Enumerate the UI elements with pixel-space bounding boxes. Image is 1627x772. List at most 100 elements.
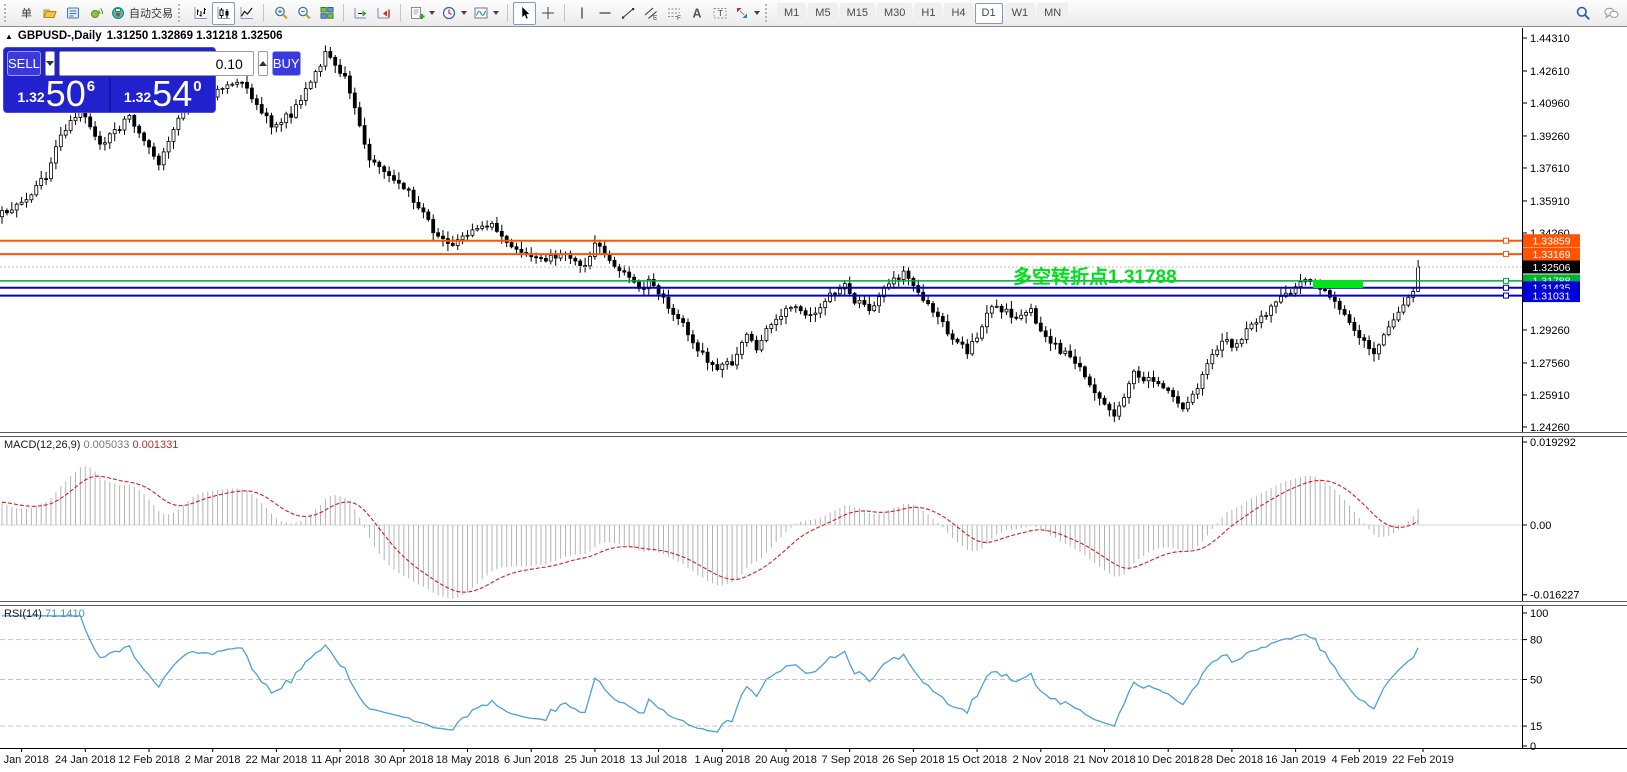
line-handle[interactable] (1503, 277, 1509, 284)
timeframe-h4-button[interactable]: H4 (944, 2, 973, 24)
svg-text:A: A (692, 7, 701, 21)
axis-price-box (1523, 234, 1580, 248)
new-order-button[interactable]: 单 (15, 2, 38, 25)
line-handle[interactable] (1503, 237, 1509, 244)
svg-text:25 Jun 2018: 25 Jun 2018 (565, 754, 626, 766)
rsi-pane[interactable] (0, 615, 1522, 733)
collapse-panel-icon[interactable]: ▲ (5, 31, 13, 41)
buy-price[interactable]: 1.32 54 0 (111, 73, 216, 115)
svg-text:28 Dec 2018: 28 Dec 2018 (1201, 754, 1263, 766)
svg-text:1.31031: 1.31031 (1533, 290, 1571, 302)
sell-button[interactable]: SELL (7, 51, 41, 76)
auto-trading-button[interactable]: 自动交易 (107, 2, 176, 25)
volume-down-button[interactable] (44, 51, 55, 76)
arrows-button[interactable] (731, 2, 763, 25)
fibonacci-button[interactable]: F (662, 2, 685, 25)
zoom-in-button[interactable] (269, 2, 292, 25)
macd-panel-splitter[interactable] (0, 432, 1627, 437)
arrows-icon (734, 5, 750, 21)
text-button[interactable]: A (685, 2, 708, 25)
fibo-icon: F (666, 5, 682, 21)
timeframe-h1-button[interactable]: H1 (914, 2, 943, 24)
signals-button[interactable] (84, 2, 107, 25)
svg-text:26 Sep 2018: 26 Sep 2018 (882, 754, 944, 766)
search-icon[interactable] (1575, 5, 1591, 21)
toolbar-grip[interactable] (178, 4, 185, 22)
toolbar-separator (263, 4, 264, 22)
line-handle[interactable] (1503, 251, 1509, 258)
symbol-period-label: GBPUSD-,Daily (17, 30, 102, 42)
price-pane[interactable]: 多空转折点1.31788 (0, 45, 1522, 423)
svg-text:1.33169: 1.33169 (1533, 249, 1571, 261)
periods-button[interactable] (438, 2, 470, 25)
volume-up-button[interactable] (257, 51, 268, 76)
svg-text:1.39260: 1.39260 (1530, 131, 1570, 143)
svg-text:2 Mar 2018: 2 Mar 2018 (185, 754, 241, 766)
line-handle[interactable] (1503, 292, 1509, 299)
text-label-button[interactable]: T (708, 2, 731, 25)
buy-button[interactable]: BUY (271, 51, 301, 76)
green-highlight-bar[interactable] (1313, 280, 1363, 288)
indicators-button[interactable] (406, 2, 438, 25)
axis-price-box (1523, 260, 1580, 274)
templates-button[interactable] (470, 2, 502, 25)
svg-text:1.25910: 1.25910 (1530, 390, 1570, 402)
linechart-icon (239, 5, 255, 21)
timeframe-w1-button[interactable]: W1 (1004, 2, 1036, 24)
trendline-button[interactable] (616, 2, 639, 25)
chart-profile-button[interactable] (38, 2, 61, 25)
pivot-annotation[interactable]: 多空转折点1.31788 (1013, 265, 1177, 288)
rsi-panel-splitter[interactable] (0, 601, 1627, 606)
volume-input[interactable] (58, 51, 254, 76)
zoom-out-button[interactable] (292, 2, 315, 25)
macd-pane[interactable] (0, 466, 1522, 599)
line-handle[interactable] (1503, 284, 1509, 291)
timeframe-mn-button[interactable]: MN (1037, 2, 1069, 24)
auto-scroll-button[interactable] (349, 2, 372, 25)
svg-text:-0.016227: -0.016227 (1530, 590, 1580, 602)
svg-text:1.40960: 1.40960 (1530, 98, 1570, 110)
bar-chart-button[interactable] (189, 2, 212, 25)
svg-text:1.44310: 1.44310 (1530, 33, 1570, 45)
toolbar: 单 自动交易 E F A T M1 M5 M15 M30 H1 H4 D1 W1 MN (0, 0, 1627, 27)
indicators-icon (409, 5, 425, 21)
sell-price[interactable]: 1.32 50 6 (4, 76, 109, 112)
horizontal-line-button[interactable] (593, 2, 616, 25)
timeframe-m30-button[interactable]: M30 (876, 2, 913, 24)
tile-windows-button[interactable] (315, 2, 338, 25)
line-chart-button[interactable] (235, 2, 258, 25)
timeframe-m1-button[interactable]: M1 (777, 2, 807, 24)
price-axis[interactable]: 1.44310 1.42610 1.40960 1.39260 1.37610 1.359… (1522, 33, 1580, 753)
svg-text:30 Apr 2018: 30 Apr 2018 (374, 754, 433, 766)
trade-prices-row: 1.32 50 6 1.32 54 0 (4, 73, 216, 115)
price-divider (108, 78, 111, 112)
candlestick-chart-button[interactable] (212, 1, 235, 25)
buy-price-big: 54 (152, 73, 193, 115)
crosshair-button[interactable] (536, 2, 559, 25)
svg-text:1.27560: 1.27560 (1530, 358, 1570, 370)
equidistant-channel-button[interactable]: E (639, 2, 662, 25)
vertical-line-button[interactable] (570, 2, 593, 25)
chat-icon[interactable] (1603, 5, 1619, 21)
svg-text:100: 100 (1530, 608, 1548, 620)
toolbar-grip[interactable] (4, 4, 11, 22)
macd-signal-value: 0.001331 (132, 439, 179, 451)
rsi-name: RSI(14) (4, 608, 42, 620)
autoscroll-icon (353, 5, 369, 21)
profile-icon (42, 5, 58, 21)
timeframe-m5-button[interactable]: M5 (808, 2, 838, 24)
svg-text:11 Apr 2018: 11 Apr 2018 (311, 754, 370, 766)
svg-text:13 Jul 2018: 13 Jul 2018 (630, 754, 687, 766)
chart-shift-button[interactable] (372, 2, 395, 25)
cursor-button[interactable] (513, 1, 536, 25)
svg-text:24 Jan 2018: 24 Jan 2018 (55, 754, 116, 766)
toolbar-grip[interactable] (765, 4, 772, 22)
timeframe-m15-button[interactable]: M15 (839, 2, 875, 24)
market-watch-button[interactable] (61, 2, 84, 25)
timeframe-d1-button[interactable]: D1 (974, 2, 1003, 24)
svg-text:2 Nov 2018: 2 Nov 2018 (1013, 754, 1069, 766)
sell-price-prefix: 1.32 (17, 89, 45, 105)
